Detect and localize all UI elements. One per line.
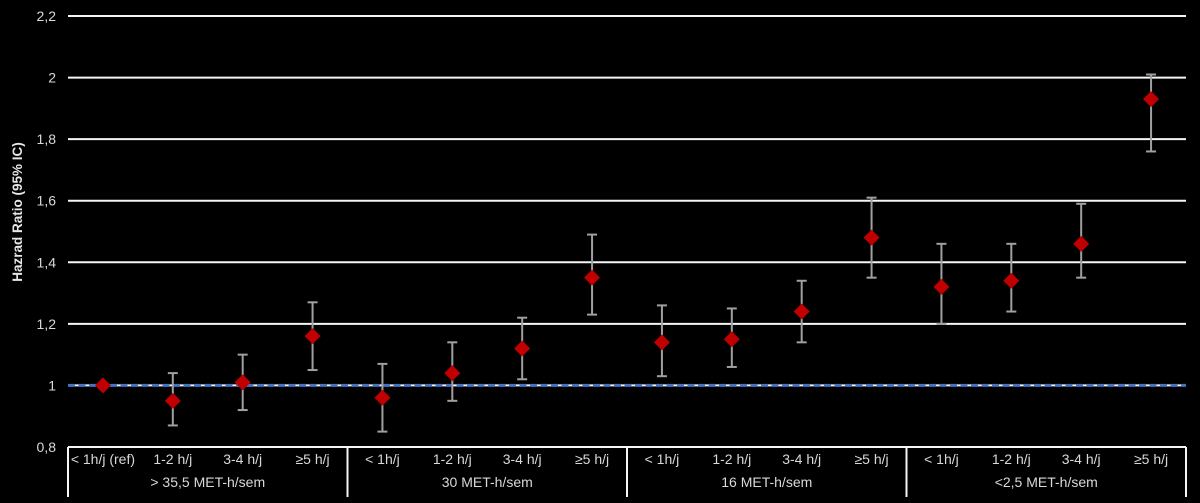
data-point-marker — [1143, 91, 1160, 108]
y-axis-title: Hazrad Ratio (95% IC) — [10, 142, 25, 282]
data-point-marker — [304, 328, 321, 345]
data-point-marker — [234, 374, 251, 391]
category-label: 3-4 h/j — [782, 451, 821, 467]
data-point-marker — [1073, 235, 1090, 252]
data-point-marker — [723, 331, 740, 348]
category-label: < 1h/j — [924, 451, 959, 467]
y-tick-label: 1,4 — [37, 254, 57, 270]
category-label: 1-2 h/j — [153, 451, 192, 467]
y-tick-label: 1,8 — [37, 131, 57, 147]
data-point-marker — [653, 334, 670, 351]
category-label: < 1h/j — [645, 451, 680, 467]
category-label: 3-4 h/j — [1062, 451, 1101, 467]
category-label: 3-4 h/j — [503, 451, 542, 467]
y-tick-label: 2 — [48, 70, 56, 86]
data-point-marker — [584, 269, 601, 286]
category-label: ≥5 h/j — [854, 451, 888, 467]
category-label: 3-4 h/j — [223, 451, 262, 467]
y-tick-label: 1 — [48, 377, 56, 393]
data-point-marker — [1003, 272, 1020, 289]
category-label: < 1h/j — [365, 451, 400, 467]
category-label: 1-2 h/j — [433, 451, 472, 467]
category-label: 1-2 h/j — [712, 451, 751, 467]
data-point-marker — [444, 365, 461, 382]
data-point-marker — [933, 278, 950, 295]
group-label: 30 MET-h/sem — [442, 474, 533, 490]
data-point-marker — [863, 229, 880, 246]
data-point-marker — [164, 392, 181, 409]
category-label: ≥5 h/j — [575, 451, 609, 467]
group-label: > 35,5 MET-h/sem — [150, 474, 265, 490]
y-tick-label: 1,6 — [37, 193, 57, 209]
y-tick-label: 1,2 — [37, 316, 57, 332]
data-point-marker — [374, 389, 391, 406]
category-label: ≥5 h/j — [295, 451, 329, 467]
category-label: 1-2 h/j — [992, 451, 1031, 467]
group-label: 16 MET-h/sem — [721, 474, 812, 490]
category-label: ≥5 h/j — [1134, 451, 1168, 467]
data-point-marker — [514, 340, 531, 357]
data-point-marker — [793, 303, 810, 320]
y-tick-label: 0,8 — [37, 439, 57, 455]
group-label: <2,5 MET-h/sem — [995, 474, 1098, 490]
data-point-marker — [94, 377, 111, 394]
category-label: < 1h/j (ref) — [71, 451, 135, 467]
y-tick-label: 2,2 — [37, 8, 57, 24]
